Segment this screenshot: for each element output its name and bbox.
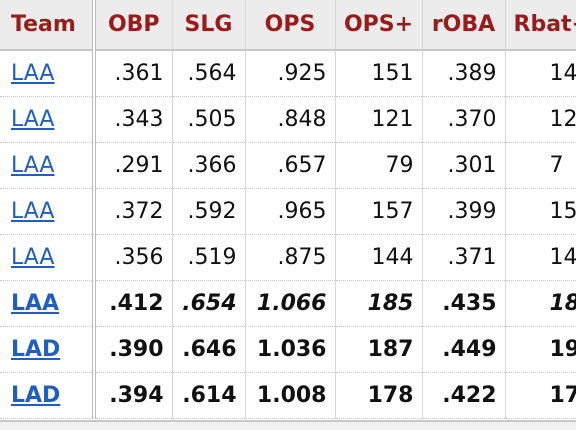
- stat-cell: 17: [505, 372, 576, 419]
- team-link[interactable]: LAA: [11, 60, 55, 86]
- team-cell: LAA: [0, 142, 96, 189]
- stat-cell: 1.066: [245, 280, 336, 327]
- stat-cell: .925: [245, 50, 336, 97]
- stat-cell: 1.036: [245, 326, 336, 373]
- stat-cell: .399: [422, 188, 506, 235]
- table-body: LAA .361.564.925 151.389 14 LAA .343.505.848 1…: [0, 50, 576, 419]
- stat-cell: 19: [505, 326, 576, 373]
- stat-cell: .291: [94, 142, 173, 189]
- team-link[interactable]: LAA: [11, 198, 55, 224]
- stat-cell: 79: [335, 142, 423, 189]
- team-cell: LAA: [0, 280, 96, 327]
- stat-cell: .848: [245, 96, 336, 143]
- stat-cell: .657: [245, 142, 336, 189]
- stat-cell: 1.008: [245, 372, 336, 419]
- team-link[interactable]: LAA: [11, 106, 55, 132]
- stat-cell: .449: [422, 326, 506, 373]
- stat-cell: .519: [172, 234, 246, 281]
- column-header[interactable]: Team: [0, 0, 96, 51]
- stat-cell: 185: [335, 280, 423, 327]
- stat-cell: .412: [94, 280, 173, 327]
- team-link[interactable]: LAD: [11, 382, 61, 408]
- stat-cell: .614: [172, 372, 246, 419]
- team-cell: LAA: [0, 96, 96, 143]
- stat-cell: .422: [422, 372, 506, 419]
- column-header[interactable]: OPS+: [335, 0, 423, 51]
- stat-cell: .435: [422, 280, 506, 327]
- column-header[interactable]: rOBA: [422, 0, 506, 51]
- stat-cell: .361: [94, 50, 173, 97]
- stat-cell: .370: [422, 96, 506, 143]
- stat-cell: .371: [422, 234, 506, 281]
- table-row: LAA .372.592.965 157.399 15: [0, 188, 576, 235]
- stat-cell: .390: [94, 326, 173, 373]
- column-header[interactable]: SLG: [172, 0, 246, 51]
- stat-cell: 187: [335, 326, 423, 373]
- stat-cell: .366: [172, 142, 246, 189]
- column-header[interactable]: OPS: [245, 0, 336, 51]
- table-row: LAA .343.505.848 121.370 12: [0, 96, 576, 143]
- team-cell: LAD: [0, 372, 96, 419]
- stat-cell: 121: [335, 96, 423, 143]
- column-header[interactable]: Rbat+: [505, 0, 576, 51]
- stat-cell: .301: [422, 142, 506, 189]
- stat-cell: .646: [172, 326, 246, 373]
- team-link[interactable]: LAA: [11, 290, 60, 316]
- stat-cell: .394: [94, 372, 173, 419]
- team-link[interactable]: LAA: [11, 244, 55, 270]
- stat-cell: 151: [335, 50, 423, 97]
- stat-cell: .343: [94, 96, 173, 143]
- stat-cell: .564: [172, 50, 246, 97]
- stat-cell: .654: [172, 280, 246, 327]
- stat-cell: .356: [94, 234, 173, 281]
- table-row: LAA .361.564.925 151.389 14: [0, 50, 576, 97]
- stat-cell: .875: [245, 234, 336, 281]
- stat-cell: 178: [335, 372, 423, 419]
- stat-cell: .592: [172, 188, 246, 235]
- stat-cell: 7: [505, 142, 576, 189]
- stat-cell: 144: [335, 234, 423, 281]
- team-link[interactable]: LAD: [11, 336, 61, 362]
- stat-cell: 157: [335, 188, 423, 235]
- stat-cell: .505: [172, 96, 246, 143]
- team-cell: LAA: [0, 50, 96, 97]
- table-row: LAA .356.519.875 144.371 14: [0, 234, 576, 281]
- stat-cell: 12: [505, 96, 576, 143]
- stat-cell: 14: [505, 234, 576, 281]
- stat-cell: .389: [422, 50, 506, 97]
- stat-cell: 14: [505, 50, 576, 97]
- team-cell: LAD: [0, 326, 96, 373]
- column-header[interactable]: OBP: [94, 0, 173, 51]
- team-link[interactable]: LAA: [11, 152, 55, 178]
- stat-cell: .372: [94, 188, 173, 235]
- stat-cell: 18: [505, 280, 576, 327]
- team-cell: LAA: [0, 188, 96, 235]
- stat-cell: .965: [245, 188, 336, 235]
- team-cell: LAA: [0, 234, 96, 281]
- table-footer-edge: [0, 420, 576, 430]
- stat-cell: 15: [505, 188, 576, 235]
- table-row: LAA .291.366.657 79.301 7: [0, 142, 576, 189]
